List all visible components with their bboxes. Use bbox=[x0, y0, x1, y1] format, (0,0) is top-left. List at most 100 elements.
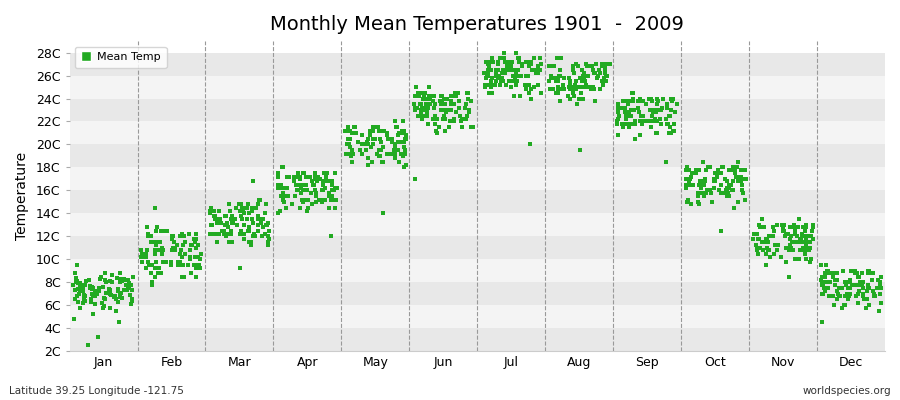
Point bbox=[504, 84, 518, 90]
Point bbox=[312, 176, 327, 182]
Point bbox=[448, 109, 463, 116]
Point bbox=[483, 78, 498, 84]
Point bbox=[602, 61, 616, 67]
Point bbox=[173, 258, 187, 265]
Point bbox=[567, 93, 581, 100]
Point bbox=[562, 82, 577, 88]
Point bbox=[141, 231, 156, 237]
Point bbox=[222, 208, 237, 214]
Point bbox=[797, 227, 812, 234]
Point bbox=[342, 128, 356, 134]
Point bbox=[189, 236, 203, 242]
Point bbox=[148, 247, 162, 253]
Point bbox=[551, 75, 565, 81]
Point bbox=[328, 204, 342, 211]
Point bbox=[620, 112, 634, 119]
Point bbox=[338, 128, 353, 134]
Point bbox=[184, 242, 199, 249]
Point bbox=[148, 204, 162, 211]
Point bbox=[555, 82, 570, 88]
Point bbox=[275, 190, 290, 196]
Point bbox=[254, 219, 268, 226]
Point bbox=[788, 227, 802, 234]
Point bbox=[567, 82, 581, 88]
Point bbox=[699, 187, 714, 194]
Point bbox=[766, 224, 780, 230]
Point bbox=[617, 107, 632, 113]
Point bbox=[212, 216, 227, 222]
Point bbox=[691, 190, 706, 196]
Point bbox=[821, 270, 835, 276]
Point bbox=[557, 86, 572, 92]
Point bbox=[649, 130, 663, 136]
Point bbox=[239, 216, 254, 222]
Point bbox=[803, 239, 817, 245]
Point bbox=[814, 273, 829, 280]
Point bbox=[325, 187, 339, 194]
Point bbox=[496, 78, 510, 84]
Point bbox=[389, 124, 403, 130]
Point bbox=[556, 75, 571, 81]
Point bbox=[152, 239, 166, 245]
Point bbox=[316, 178, 330, 184]
Point bbox=[136, 254, 150, 260]
Point bbox=[97, 295, 112, 302]
Point bbox=[274, 182, 288, 188]
Point bbox=[707, 178, 722, 184]
Point bbox=[303, 174, 318, 180]
Point bbox=[344, 153, 358, 159]
Point bbox=[653, 107, 668, 113]
Point bbox=[562, 84, 576, 90]
Point bbox=[615, 104, 629, 111]
Point bbox=[343, 136, 357, 142]
Point bbox=[208, 212, 222, 219]
Point bbox=[714, 182, 728, 188]
Point bbox=[248, 233, 262, 240]
Point bbox=[714, 190, 728, 196]
Point bbox=[68, 287, 82, 294]
Point bbox=[679, 166, 693, 173]
Point bbox=[380, 150, 394, 157]
Point bbox=[642, 95, 656, 102]
Point bbox=[180, 262, 194, 268]
Point bbox=[497, 55, 511, 62]
Point bbox=[648, 116, 662, 122]
Point bbox=[316, 196, 330, 203]
Point bbox=[781, 231, 796, 237]
Point bbox=[635, 112, 650, 119]
Point bbox=[545, 86, 560, 92]
Point bbox=[873, 281, 887, 288]
Point bbox=[533, 55, 547, 62]
Point bbox=[215, 227, 230, 234]
Point bbox=[793, 236, 807, 242]
Point bbox=[579, 61, 593, 67]
Point bbox=[796, 244, 810, 251]
Point bbox=[867, 293, 881, 299]
Point bbox=[735, 190, 750, 196]
Point bbox=[861, 285, 876, 291]
Point bbox=[848, 268, 862, 274]
Point bbox=[479, 58, 493, 65]
Point bbox=[393, 150, 408, 157]
Point bbox=[562, 95, 577, 102]
Point bbox=[551, 90, 565, 96]
Point bbox=[156, 247, 170, 253]
Point bbox=[246, 178, 260, 184]
Point bbox=[309, 193, 323, 199]
Point bbox=[90, 290, 104, 297]
Point bbox=[842, 279, 857, 286]
Point bbox=[855, 281, 869, 288]
Point bbox=[761, 247, 776, 253]
Point bbox=[158, 227, 172, 234]
Point bbox=[175, 254, 189, 260]
Point bbox=[397, 139, 411, 145]
Point bbox=[695, 178, 709, 184]
Point bbox=[489, 72, 503, 79]
Point bbox=[239, 204, 254, 211]
Point bbox=[868, 293, 882, 299]
Point bbox=[86, 285, 101, 291]
Point bbox=[363, 128, 377, 134]
Point bbox=[684, 201, 698, 207]
Point bbox=[787, 222, 801, 228]
Point bbox=[372, 128, 386, 134]
